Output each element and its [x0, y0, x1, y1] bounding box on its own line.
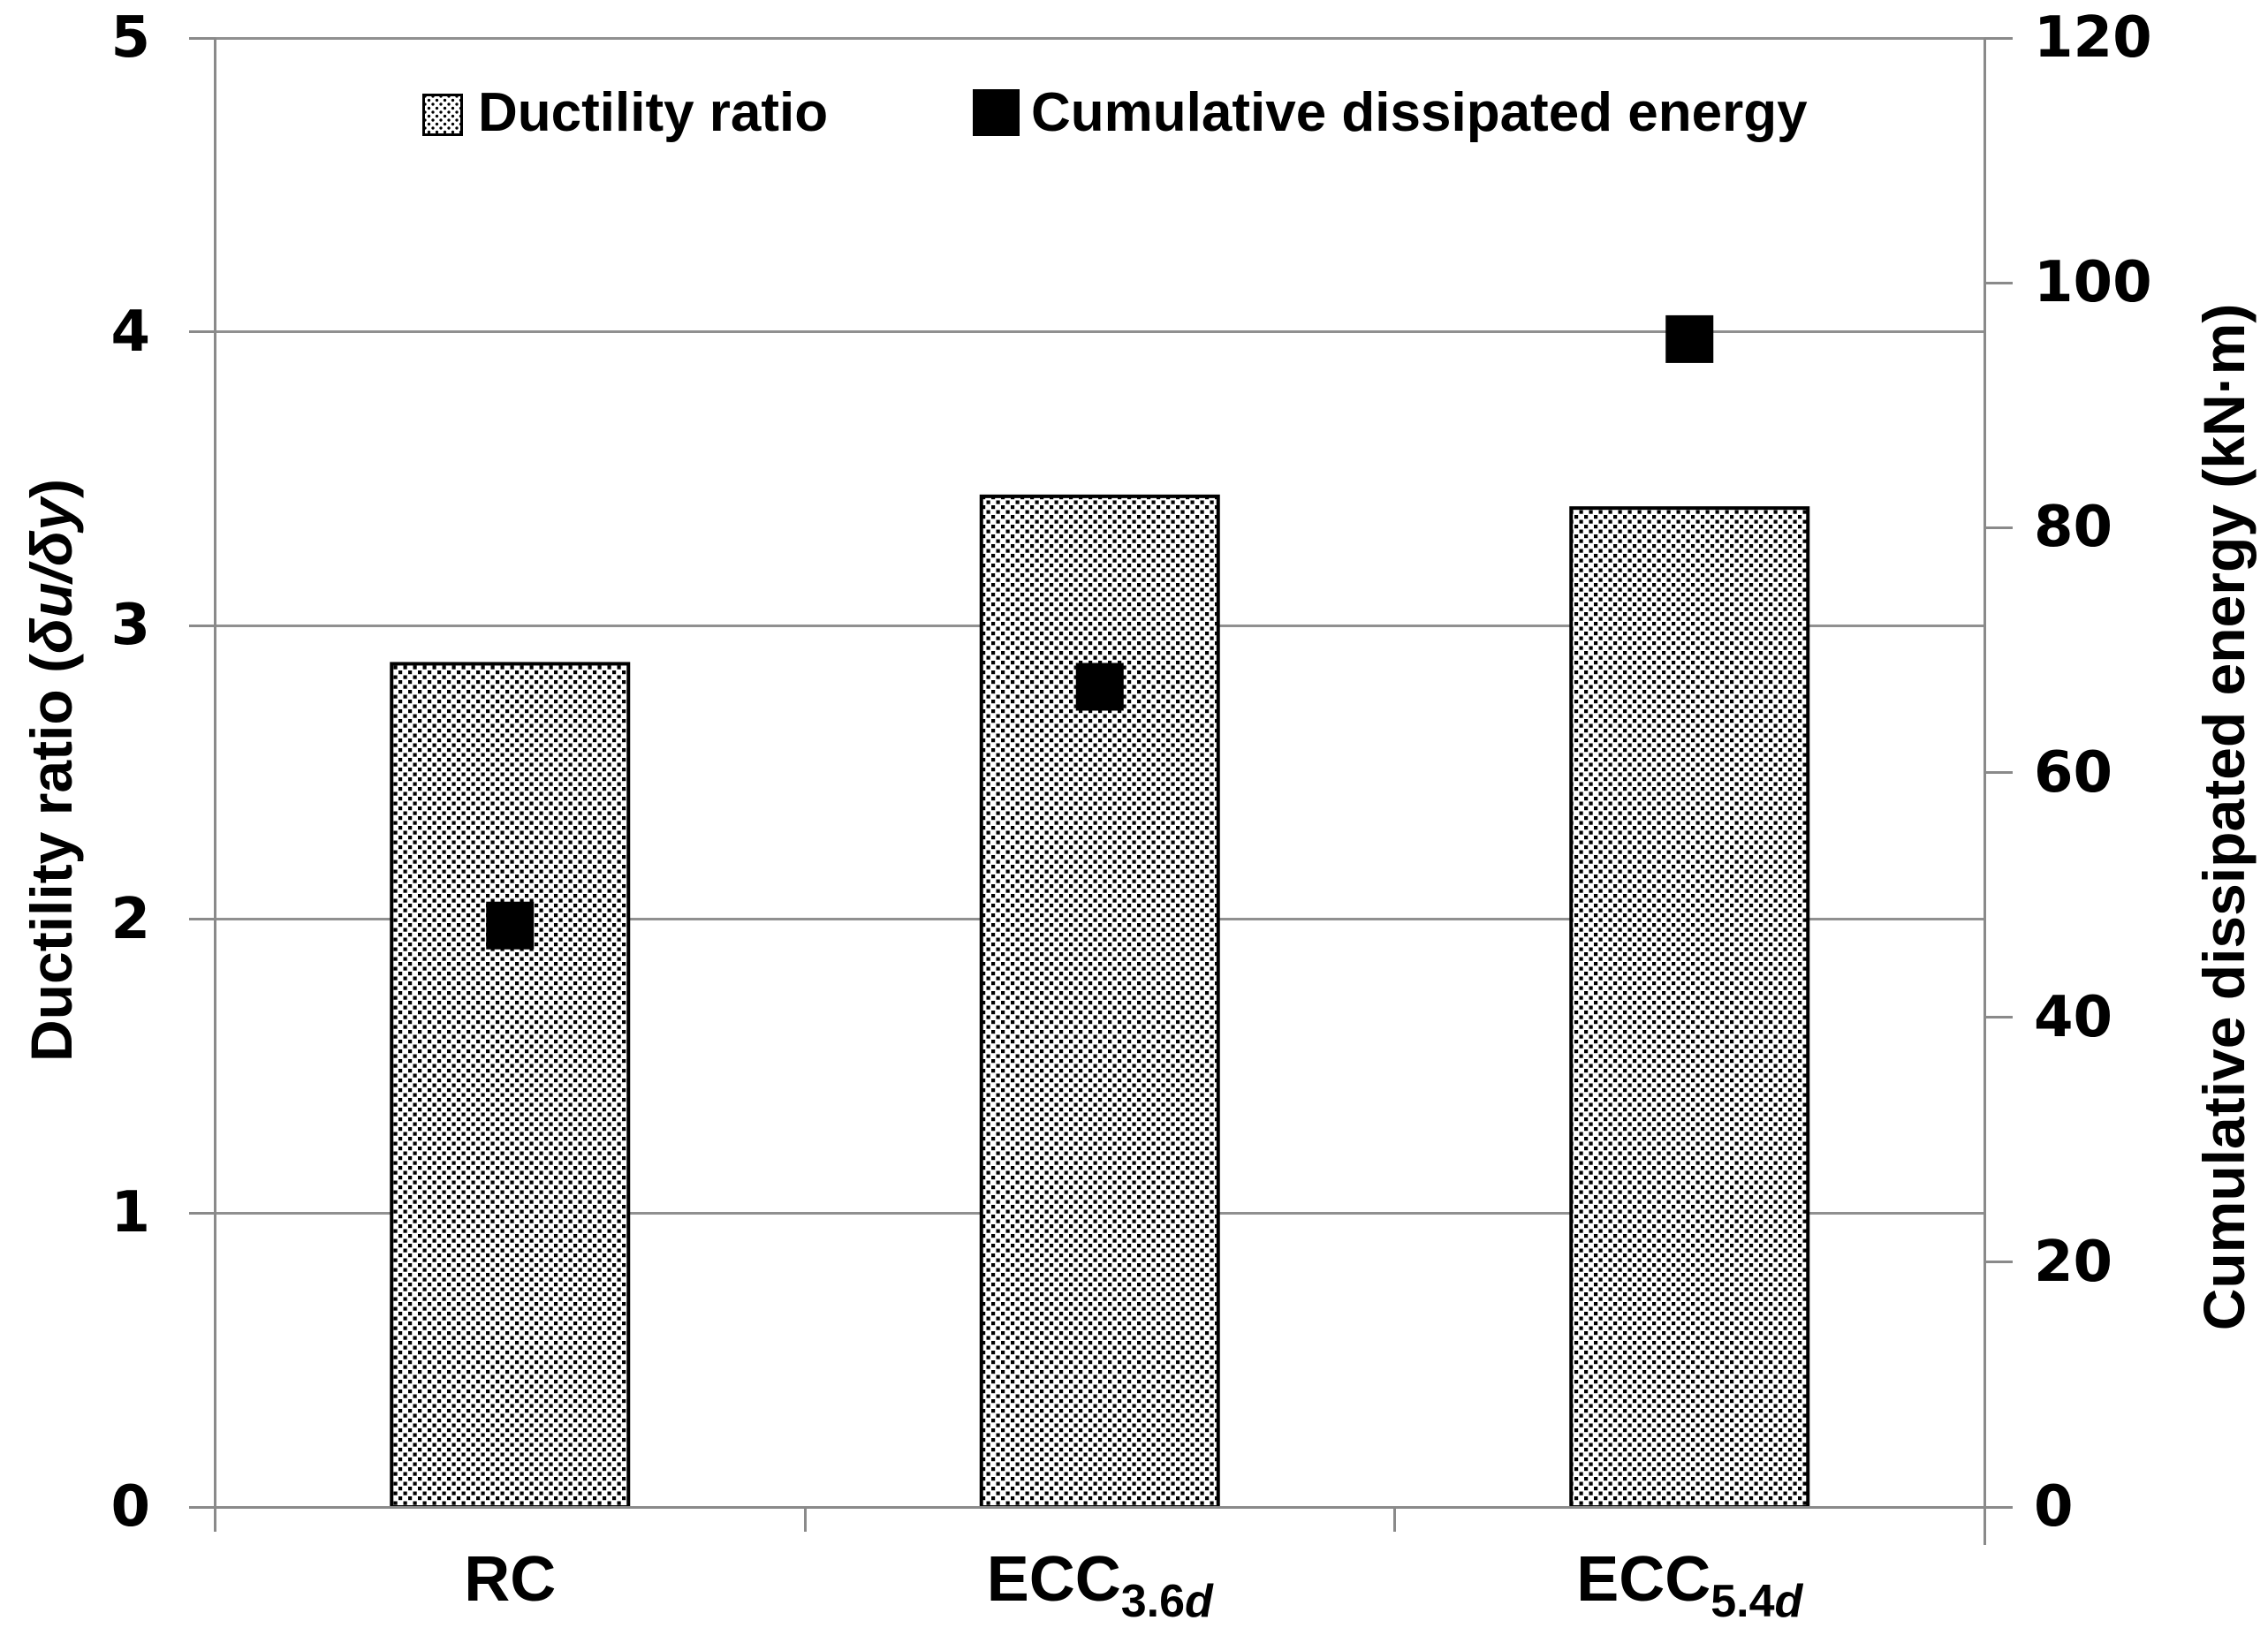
right-tick-label-60: 60 [2034, 739, 2113, 806]
left-axis-title-symbols: δu/δy [19, 498, 84, 654]
right-axis-title: Cumulative dissipated energy (kN·m) [2191, 303, 2257, 1331]
legend-label-cumulative-energy: Cumulative dissipated energy [1031, 82, 1808, 143]
left-axis-title-prefix: Ductility ratio ( [19, 653, 84, 1062]
right-tick-y60 [1984, 771, 2013, 774]
right-tick-y100 [1984, 281, 2013, 284]
category-subscript: 5.4 [1710, 1576, 1775, 1627]
left-tick-y5 [188, 36, 216, 40]
left-tick-label-4: 4 [110, 299, 150, 365]
marker-energy-ECC3.6d [1075, 663, 1124, 711]
bar-ductility-RC [390, 662, 631, 1509]
right-tick-y0 [1984, 1505, 2013, 1509]
scatter-series [486, 314, 1714, 950]
category-label-ECC5.4: ECC5.4d [1576, 1548, 1802, 1624]
right-axis-line [1983, 38, 1986, 1545]
category-base-text: ECC [986, 1544, 1121, 1615]
left-tick-label-2: 2 [110, 886, 150, 952]
category-subscript: 3.6 [1120, 1576, 1186, 1627]
right-tick-y20 [1984, 1261, 2013, 1264]
right-tick-label-20: 20 [2034, 1229, 2113, 1295]
left-axis-title: Ductility ratio (δu/δy) [19, 479, 84, 1062]
left-axis-title-suffix: ) [19, 479, 84, 498]
right-tick-label-0: 0 [2034, 1474, 2074, 1540]
right-tick-y80 [1984, 526, 2013, 529]
bar-ductility-ECC5.4d [1569, 506, 1810, 1509]
left-tick-y3 [188, 624, 216, 627]
right-tick-label-80: 80 [2034, 495, 2113, 561]
category-label-RC: RC [464, 1548, 556, 1611]
category-subscript-italic: d [1774, 1576, 1803, 1627]
right-tick-y40 [1984, 1016, 2013, 1019]
category-boundary-tick-2 [1393, 1507, 1396, 1532]
category-boundary-tick-0 [214, 1507, 216, 1532]
marker-energy-ECC5.4d [1665, 314, 1714, 363]
left-tick-label-0: 0 [110, 1474, 150, 1540]
legend-swatch-cumulative-energy [973, 89, 1020, 136]
marker-energy-RC [486, 901, 535, 950]
category-label-ECC3.6: ECC3.6d [987, 1548, 1213, 1624]
left-tick-y1 [188, 1211, 216, 1215]
left-axis-line [214, 38, 216, 1531]
category-boundary-tick-3 [1983, 1507, 1986, 1532]
left-tick-label-3: 3 [110, 593, 150, 659]
left-tick-y0 [188, 1505, 216, 1509]
left-tick-label-1: 1 [110, 1180, 150, 1246]
gridline-y4 [215, 330, 1984, 334]
right-tick-label-40: 40 [2034, 984, 2113, 1050]
left-tick-y2 [188, 918, 216, 921]
right-tick-y120 [1984, 36, 2013, 40]
right-tick-label-100: 100 [2034, 250, 2152, 316]
legend-swatch-ductility-ratio [422, 94, 463, 136]
gridline-y5 [215, 36, 1984, 40]
category-subscript-italic: d [1185, 1576, 1213, 1627]
category-base-text: ECC [1576, 1544, 1711, 1615]
bar-ductility-ECC3.6d [979, 494, 1220, 1510]
bar-series [390, 494, 1810, 1510]
legend-label-ductility-ratio: Ductility ratio [478, 82, 829, 143]
category-base-text: RC [464, 1544, 557, 1615]
right-tick-label-120: 120 [2034, 5, 2152, 71]
left-tick-y4 [188, 330, 216, 334]
x-axis-line [215, 1505, 1984, 1509]
category-boundary-tick-1 [803, 1507, 807, 1532]
left-tick-label-5: 5 [110, 5, 150, 71]
